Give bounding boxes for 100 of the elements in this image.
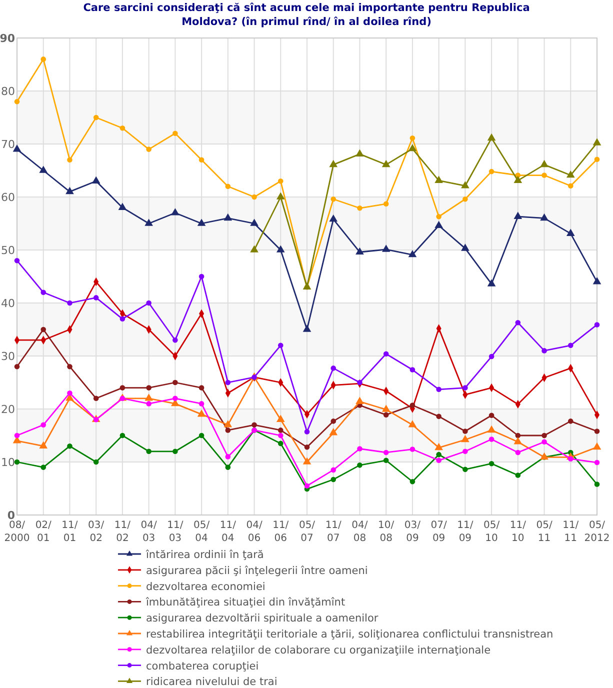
y-tick-label: 80 (1, 85, 15, 98)
point (146, 300, 152, 306)
point (514, 212, 522, 220)
point (330, 476, 336, 482)
point (197, 218, 206, 226)
legend-label: îmbunătăţirea situaţiei din învăţămînt (145, 596, 346, 609)
point (382, 404, 390, 412)
point (250, 218, 258, 226)
x-tick-label: 05/2012 (584, 520, 610, 544)
point (198, 401, 204, 406)
point (304, 483, 310, 488)
y-tick-label: 20 (1, 403, 15, 416)
point (487, 425, 496, 433)
point (566, 170, 575, 178)
point (278, 440, 284, 446)
point (356, 396, 364, 404)
point (224, 420, 232, 428)
point (120, 316, 126, 322)
point (172, 396, 178, 402)
x-tick-label: 11/10 (510, 520, 527, 544)
point (594, 428, 600, 434)
point (198, 385, 204, 390)
point (225, 464, 231, 470)
y-tick-label: 70 (1, 138, 15, 151)
point (14, 459, 20, 465)
point (329, 428, 338, 436)
point (197, 409, 206, 417)
point (278, 178, 284, 184)
point (92, 176, 100, 184)
x-tick-label: 11/04 (220, 520, 237, 544)
point (93, 114, 99, 120)
point (330, 467, 336, 473)
point (592, 442, 602, 450)
point (592, 138, 602, 146)
x-tick-label: 03/02 (88, 520, 105, 544)
point (382, 160, 390, 168)
x-tick-label: 05/07 (298, 520, 316, 544)
chart-title: Care sarcini consideraţi că sînt acum cele mai importante pentru Republica Moldova? (în primul rînd/ în al doilea rînd) (83, 2, 530, 28)
point (594, 482, 600, 487)
point (357, 380, 362, 386)
point (356, 247, 364, 255)
point (146, 385, 152, 390)
point (408, 420, 417, 428)
point (488, 168, 494, 174)
point (304, 429, 310, 434)
point (383, 201, 389, 207)
point (357, 205, 362, 211)
point (436, 414, 442, 420)
point (172, 448, 178, 454)
point (172, 380, 178, 386)
point (568, 418, 574, 424)
point (304, 444, 310, 450)
point (436, 214, 442, 220)
point (225, 428, 231, 433)
point (461, 181, 470, 188)
point (67, 443, 72, 449)
point (515, 472, 521, 478)
x-tick-label: 04/08 (352, 520, 368, 544)
legend-label: dezvoltarea economiei (146, 580, 266, 593)
point (225, 184, 231, 190)
point (198, 157, 204, 163)
point (462, 448, 468, 454)
x-tick-label: 11/07 (325, 520, 342, 544)
point (383, 450, 389, 456)
point (568, 342, 574, 348)
point (594, 460, 600, 466)
point (67, 157, 72, 163)
point (488, 354, 494, 360)
x-tick-label: 02/01 (35, 520, 52, 544)
x-tick-label: 11/09 (457, 520, 474, 544)
legend-label: asigurarea păcii şi înţelegerii între oameni (146, 564, 368, 577)
point (383, 458, 389, 464)
point (225, 454, 231, 460)
point (14, 364, 20, 370)
point (515, 450, 521, 456)
point (278, 432, 284, 438)
point (329, 160, 338, 168)
point (462, 385, 468, 390)
point (410, 136, 416, 141)
point (357, 446, 362, 452)
point (120, 125, 126, 131)
point (540, 452, 548, 460)
legend-label: întărirea ordinii în ţară (145, 549, 264, 561)
legend-label: combaterea corupţiei (146, 660, 259, 672)
point (118, 202, 127, 210)
y-tick-label: 10 (1, 456, 15, 469)
point (330, 418, 336, 424)
point (120, 385, 126, 390)
point (66, 186, 74, 194)
point (40, 422, 46, 428)
point (462, 466, 468, 472)
point (171, 208, 180, 216)
y-tick-label: 30 (1, 350, 15, 363)
point (410, 367, 416, 372)
point (542, 172, 547, 178)
point (146, 146, 152, 152)
y-tick-label: 90 (0, 32, 16, 45)
point (67, 364, 72, 370)
point (436, 386, 442, 392)
x-tick-label: 10/08 (378, 520, 395, 544)
